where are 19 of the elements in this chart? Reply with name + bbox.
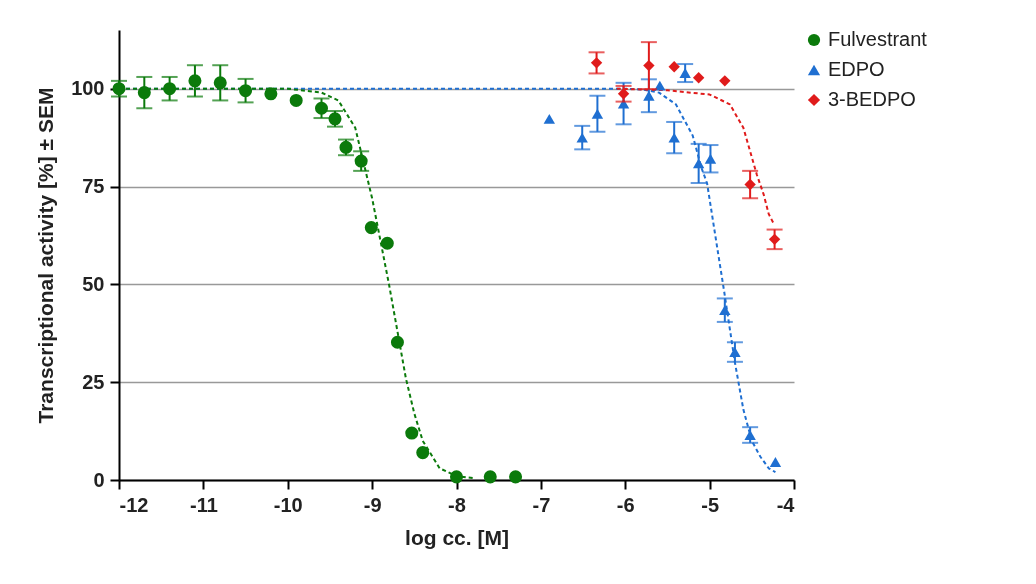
y-tick-label: 50 <box>82 272 105 295</box>
legend-label: Fulvestrant <box>828 28 928 50</box>
y-tick-label: 75 <box>82 175 105 198</box>
x-tick-label: -10 <box>273 493 303 516</box>
x-tick-label: -11 <box>189 493 218 516</box>
legend-label: EDPO <box>828 58 885 80</box>
x-tick-label: -7 <box>532 493 551 516</box>
y-tick-label: 25 <box>82 370 105 393</box>
x-tick-label: -5 <box>701 493 720 516</box>
x-tick-label: -9 <box>363 493 382 516</box>
y-tick-label: 0 <box>93 468 105 491</box>
x-tick-label: -6 <box>616 493 635 516</box>
x-tick-label: -12 <box>119 493 149 516</box>
x-tick-label: -8 <box>448 493 466 516</box>
legend-label: 3-BEDPO <box>828 88 916 110</box>
y-axis-title: Transcriptional activity [%] ± SEM <box>34 87 58 424</box>
x-tick-label: -4 <box>776 493 796 516</box>
x-axis-title: log cc. [M] <box>405 525 509 549</box>
y-tick-label: 100 <box>71 77 105 100</box>
